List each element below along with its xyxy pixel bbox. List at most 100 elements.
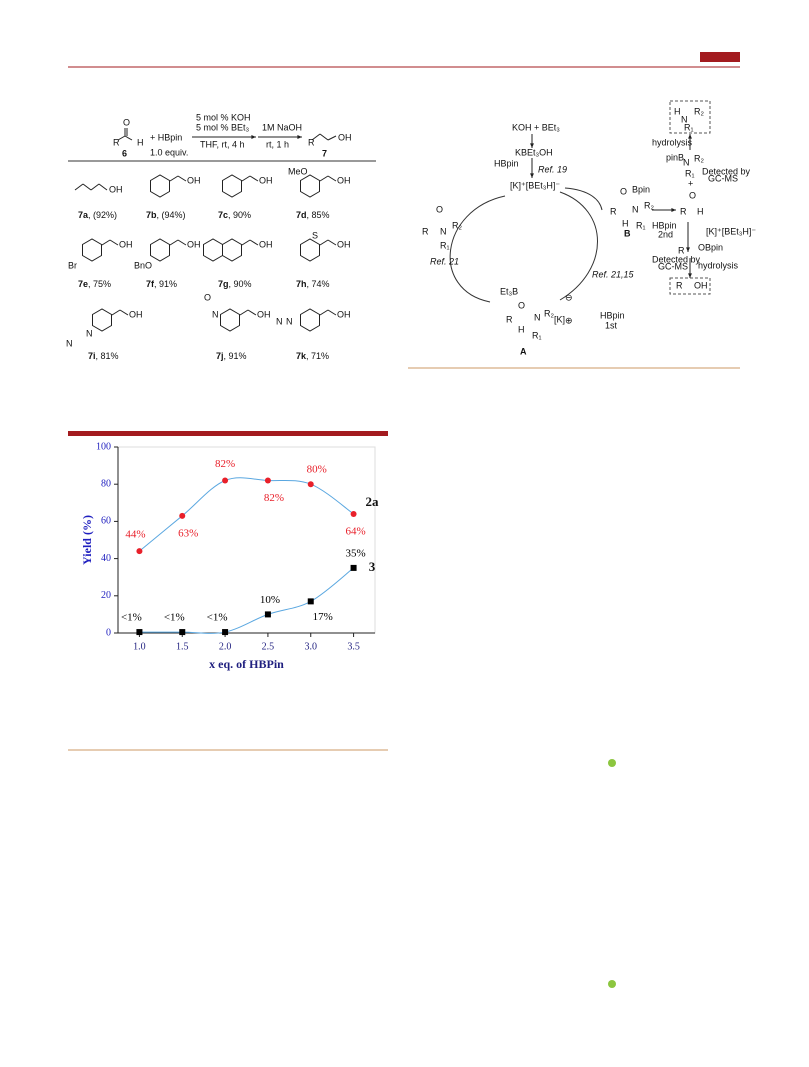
label: Detected by (652, 254, 701, 264)
label: OH (109, 184, 123, 194)
point (350, 510, 357, 517)
label: N (683, 157, 690, 167)
point (179, 629, 186, 636)
bond (109, 239, 119, 246)
ring (92, 308, 112, 332)
label: OH (338, 132, 352, 142)
label: HBpin (494, 158, 519, 168)
label: OH (337, 175, 351, 185)
arrow-head (530, 173, 534, 178)
bond (327, 239, 337, 246)
label: KBEt₃OH (515, 147, 553, 157)
entry-id: 7d (296, 210, 307, 220)
label: OH (119, 239, 133, 249)
bond (241, 239, 251, 246)
entry-id: 7b (146, 210, 157, 220)
y-tick-label: 60 (101, 516, 111, 527)
bond (101, 239, 111, 246)
arrow-head (686, 247, 690, 252)
entry-label: 7c, 90% (218, 210, 251, 220)
label: hydrolysis (652, 137, 693, 147)
label: 1M NaOH (262, 122, 302, 132)
value-label: 82% (215, 458, 235, 470)
x-tick-label: 1.0 (133, 641, 146, 652)
label: R₂ (544, 308, 554, 318)
y-tick-label: 100 (96, 441, 111, 452)
point (307, 481, 314, 488)
label: R₂ (694, 106, 704, 116)
x-tick-label: 2.0 (219, 641, 232, 652)
label: H (518, 324, 525, 334)
label: N (681, 114, 688, 124)
label: OH (337, 309, 351, 319)
entry-yield: , 81% (96, 351, 119, 361)
label: OH (187, 239, 201, 249)
arrow-head (251, 135, 256, 139)
value-label: <1% (121, 612, 142, 624)
label: 5 mol % KOH (196, 112, 251, 122)
label: Ref. 19 (538, 164, 567, 174)
plot-frame (117, 446, 376, 634)
arrow-head (688, 134, 692, 139)
label: HBpin (600, 310, 625, 320)
bond (82, 183, 92, 191)
point (222, 629, 229, 636)
bond (177, 175, 187, 182)
label: O (620, 186, 627, 196)
value-label: <1% (164, 612, 185, 624)
bond (319, 175, 329, 182)
label: hydrolysis (698, 260, 739, 270)
bond (98, 183, 108, 191)
bond (319, 239, 329, 246)
y-tick-label: 0 (106, 627, 111, 638)
label: R (308, 137, 315, 147)
dashed-box (669, 277, 711, 295)
entry-id: 7c (218, 210, 228, 220)
entry-yield: , 90% (228, 210, 251, 220)
ring (222, 174, 242, 198)
value-label: 63% (178, 527, 198, 539)
entry-label: 7k, 71% (296, 351, 329, 361)
bond (327, 175, 337, 182)
label: R (113, 137, 120, 147)
arrow-head (688, 273, 692, 278)
point (264, 477, 271, 484)
point (222, 477, 229, 484)
arrow-head (297, 135, 302, 139)
entry-yield: , (92%) (88, 210, 117, 220)
entry-id: 7k (296, 351, 307, 361)
entry-label: 7i, 81% (88, 351, 119, 361)
bond (249, 175, 259, 182)
bond (241, 175, 251, 182)
point (350, 564, 357, 571)
entry-id: 7a (78, 210, 89, 220)
label: HBpin (652, 220, 677, 230)
label: R (422, 226, 429, 236)
cycle-arc (559, 191, 598, 301)
label: + (688, 178, 693, 188)
bond (319, 309, 329, 316)
label: S (312, 230, 318, 240)
dot (608, 980, 616, 988)
entry-id: 7f (146, 279, 155, 289)
ring (82, 238, 102, 262)
x-tick-label: 2.5 (262, 641, 275, 652)
entry-id: 7i (88, 351, 96, 361)
label: H (137, 137, 144, 147)
label: O (436, 204, 443, 214)
figure-bar (68, 431, 388, 436)
label: N (286, 316, 293, 326)
entry-yield: , 85% (307, 210, 330, 220)
label: N (440, 226, 447, 236)
cycle-arc (564, 187, 603, 211)
bond (119, 309, 129, 316)
label: B (624, 228, 631, 238)
ring (220, 308, 240, 332)
bond (124, 135, 133, 141)
point (179, 512, 186, 519)
entry-id: 7j (216, 351, 224, 361)
label: N (212, 309, 219, 319)
label: A (520, 346, 527, 356)
label: OH (694, 280, 708, 290)
